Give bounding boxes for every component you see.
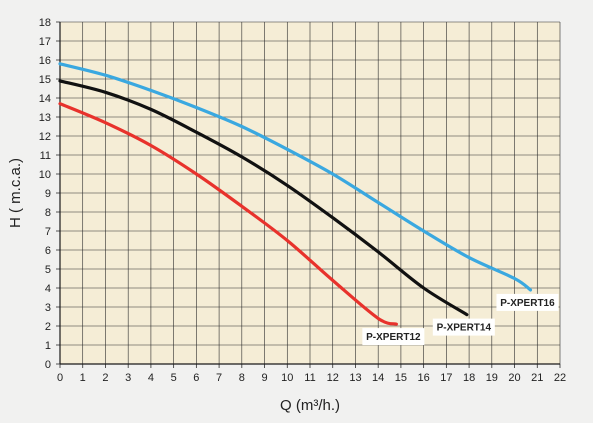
x-tick-label: 17 (440, 372, 452, 384)
y-tick-label: 8 (45, 207, 51, 219)
tick-labels: 0 1 2 3 4 5 6 7 8 9 10 11 12 13 14 15 16 17 18 19 20 21 220123… (39, 17, 566, 384)
series-line-p-xpert14 (58, 79, 469, 317)
series-label-p-xpert12: P-XPERT12 (366, 332, 421, 343)
x-tick-label: 13 (349, 372, 361, 384)
x-tick-label: 1 (80, 372, 86, 384)
y-tick-label: 1 (45, 340, 51, 352)
x-tick-label: 20 (508, 372, 520, 384)
x-tick-label: 6 (193, 372, 199, 384)
x-tick-label: 7 (216, 372, 222, 384)
x-tick-label: 10 (281, 372, 293, 384)
series-line-p-xpert12 (58, 102, 398, 326)
series-label-box-p-xpert16 (496, 293, 559, 311)
grid (59, 21, 561, 365)
y-tick-label: 17 (39, 36, 51, 48)
x-tick-label: 0 (57, 372, 63, 384)
x-axis-title: Q (m³/h.) (280, 397, 340, 414)
y-tick-label: 0 (45, 359, 51, 371)
y-tick-label: 9 (45, 188, 51, 200)
y-tick-label: 16 (39, 55, 51, 67)
y-tick-label: 11 (40, 150, 51, 162)
series-label-box-p-xpert12 (362, 328, 425, 346)
x-tick-label: 9 (261, 372, 267, 384)
x-tick-label: 18 (463, 372, 475, 384)
series-label-box-p-xpert14 (432, 318, 495, 336)
x-tick-label: 5 (171, 372, 177, 384)
y-tick-label: 5 (45, 264, 51, 276)
x-tick-label: 21 (531, 372, 543, 384)
x-tick-label: 12 (327, 372, 339, 384)
axes (56, 21, 561, 368)
x-tick-label: 16 (418, 372, 430, 384)
y-tick-label: 14 (39, 93, 51, 105)
x-tick-label: 8 (239, 372, 245, 384)
x-tick-label: 22 (554, 372, 566, 384)
y-axis-title: H ( m.c.a.) (7, 158, 24, 228)
y-tick-label: 18 (39, 17, 51, 29)
x-tick-label: 11 (304, 372, 315, 384)
series-label-p-xpert16: P-XPERT16 (500, 298, 555, 309)
y-tick-label: 12 (39, 131, 51, 143)
y-tick-label: 6 (45, 245, 51, 257)
x-tick-label: 15 (395, 372, 407, 384)
y-tick-label: 4 (45, 283, 51, 295)
y-tick-label: 13 (39, 112, 51, 124)
y-tick-label: 10 (39, 169, 51, 181)
y-tick-label: 15 (39, 74, 51, 86)
series-labels: P-XPERT16 P-XPERT14 P-XPERT12 (362, 293, 559, 346)
series-line-p-xpert16 (58, 62, 533, 292)
series-label-p-xpert14: P-XPERT14 (437, 323, 492, 334)
x-tick-label: 4 (148, 372, 154, 384)
x-tick-label: 19 (486, 372, 498, 384)
y-tick-label: 2 (45, 321, 51, 333)
y-tick-label: 7 (45, 226, 51, 238)
series-lines (58, 62, 533, 326)
x-tick-label: 14 (372, 372, 384, 384)
x-tick-label: 3 (125, 372, 131, 384)
y-tick-label: 3 (45, 302, 51, 314)
x-tick-label: 2 (102, 372, 108, 384)
